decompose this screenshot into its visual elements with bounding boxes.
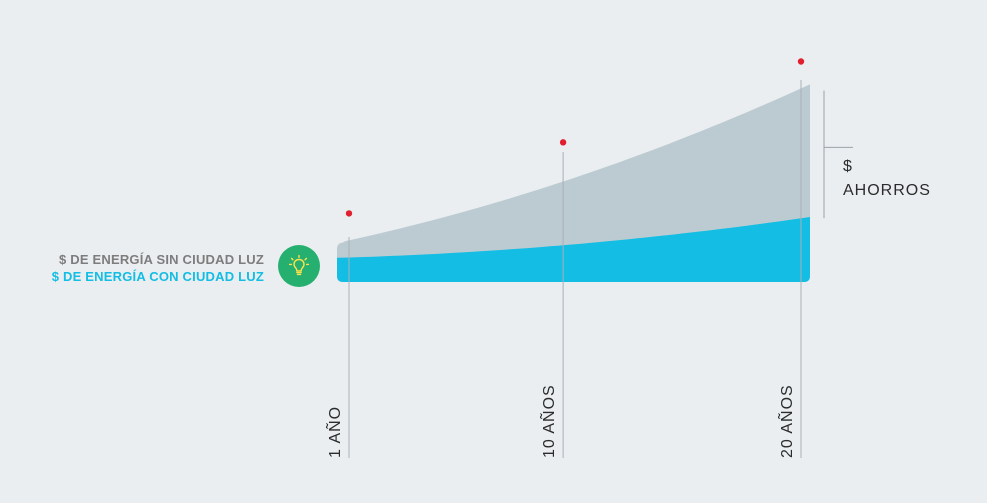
data-marker: [559, 139, 567, 146]
legend-without-label: $ DE ENERGÍA SIN CIUDAD LUZ: [59, 252, 264, 267]
lightbulb-glyph: [288, 254, 310, 276]
legend: $ DE ENERGÍA SIN CIUDAD LUZ $ DE ENERGÍA…: [52, 251, 264, 285]
legend-with-label: $ DE ENERGÍA CON CIUDAD LUZ: [51, 269, 264, 284]
savings-text: AHORROS: [843, 182, 931, 199]
savings-currency: $: [843, 158, 853, 175]
data-marker: [345, 210, 353, 217]
area-with-ciudad-luz: [337, 217, 810, 282]
data-marker: [797, 58, 805, 65]
x-tick-label: 1 AÑO: [327, 405, 344, 458]
lightbulb-icon: [278, 245, 320, 287]
x-tick-label: 20 AÑOS: [779, 384, 796, 458]
x-tick-label: 10 AÑOS: [541, 384, 559, 458]
savings-label: $ AHORROS: [843, 155, 931, 203]
